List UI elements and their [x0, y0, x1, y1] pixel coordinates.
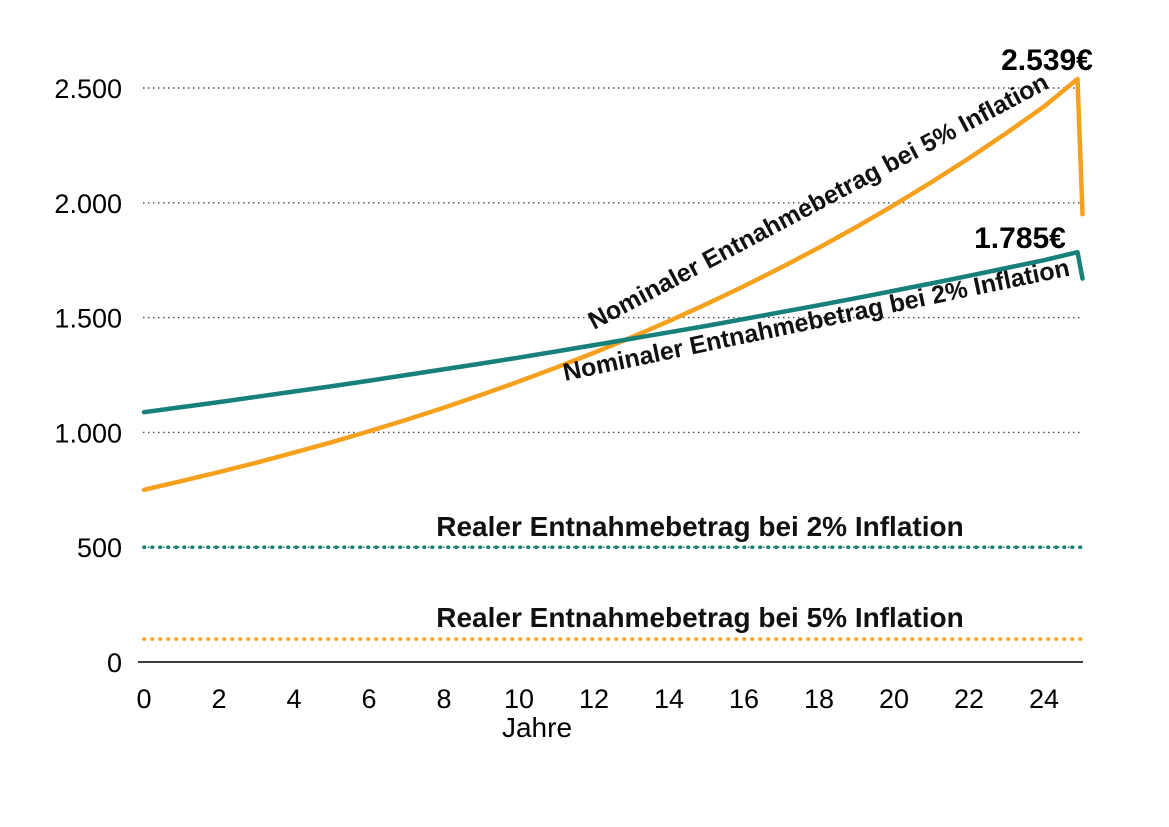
- y-tick-label: 0: [107, 648, 122, 678]
- y-tick-label: 1.500: [54, 304, 122, 334]
- y-tick-label: 2.500: [54, 74, 122, 104]
- x-tick-label: 8: [436, 684, 451, 714]
- x-tick-label: 14: [654, 684, 684, 714]
- x-axis-title: Jahre: [502, 712, 572, 743]
- label-real-2pct-inflation: Realer Entnahmebetrag bei 2% Inflation: [436, 511, 963, 542]
- x-tick-label: 24: [1029, 684, 1059, 714]
- y-tick-label: 500: [77, 533, 122, 563]
- x-tick-label: 16: [729, 684, 759, 714]
- x-tick-label: 12: [579, 684, 609, 714]
- x-tick-label: 0: [136, 684, 151, 714]
- y-tick-label: 1.000: [54, 418, 122, 448]
- x-tick-label: 2: [211, 684, 226, 714]
- x-tick-label: 22: [954, 684, 984, 714]
- gridlines: [143, 87, 1081, 548]
- line-nominal-2pct-inflation: [141, 249, 1085, 415]
- x-tick-label: 18: [804, 684, 834, 714]
- x-tick-label: 6: [361, 684, 376, 714]
- label-nominal-2pct-inflation: Nominaler Entnahmebetrag bei 2% Inflatio…: [561, 254, 1073, 387]
- end-value-label-5pct: 2.539€: [1001, 44, 1093, 77]
- y-tick-label: 2.000: [54, 189, 122, 219]
- y-axis-tick-labels: 0 500 1.000 1.500 2.000 2.500: [54, 74, 122, 678]
- x-tick-label: 20: [879, 684, 909, 714]
- end-value-label-2pct: 1.785€: [974, 222, 1066, 255]
- x-tick-label: 10: [504, 684, 534, 714]
- x-tick-label: 4: [286, 684, 301, 714]
- label-real-5pct-inflation: Realer Entnahmebetrag bei 5% Inflation: [436, 602, 963, 633]
- x-axis-tick-labels: 0 2 4 6 8 10 12 14 16 18 20 22 24: [136, 684, 1059, 714]
